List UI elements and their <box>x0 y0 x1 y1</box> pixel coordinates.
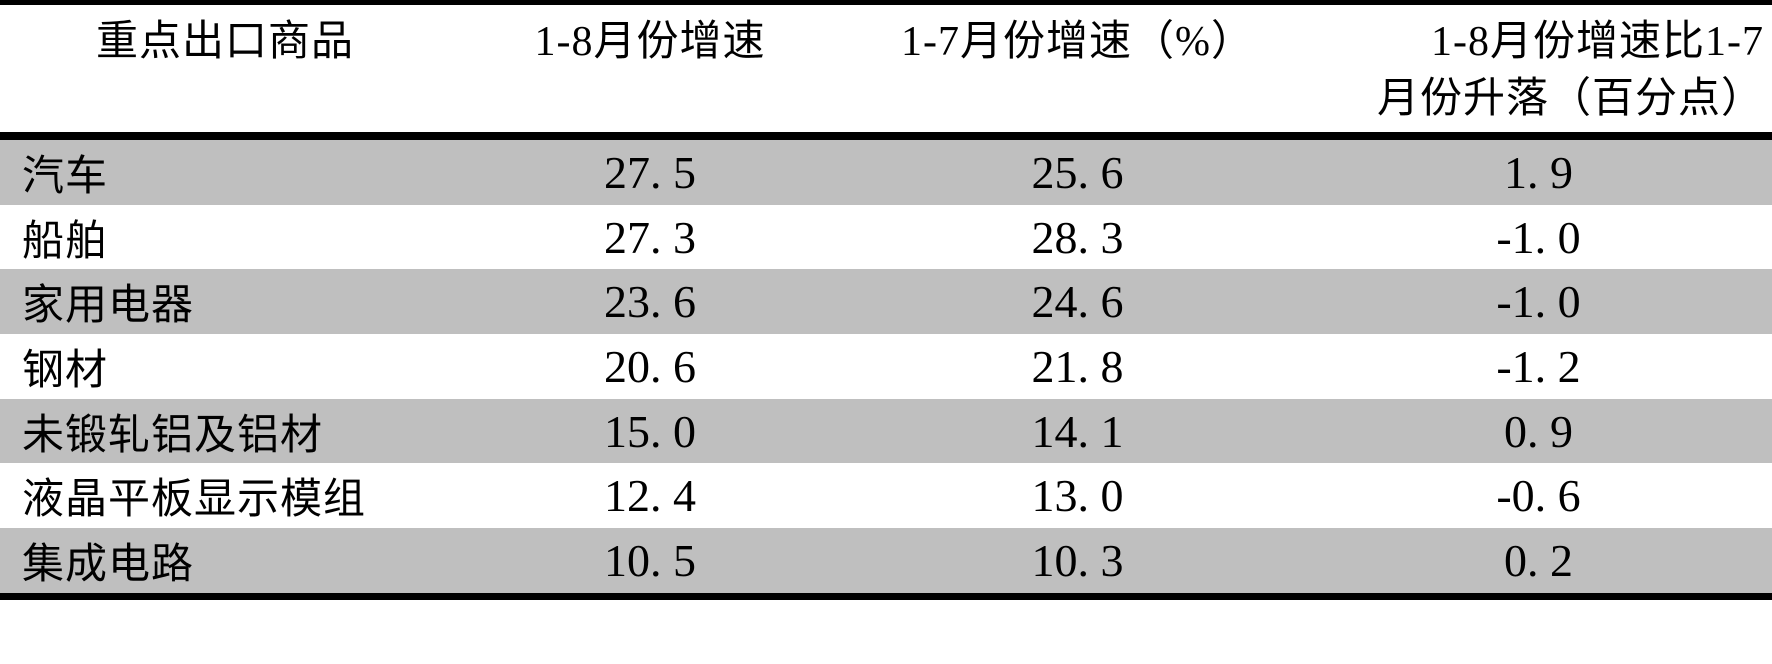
column-header-growth-jan-jul: 1-7月份增速（%） <box>901 19 1254 65</box>
value-growth-jan-jul: 28. 3 <box>1031 211 1124 263</box>
table-row-unwrought-aluminum: 未锻轧铝及铝材 15. 0 14. 1 0. 9 <box>0 398 1772 464</box>
table-row-home-appliances: 家用电器 23. 6 24. 6 -1. 0 <box>0 269 1772 335</box>
commodity-name: 汽车 <box>22 153 109 200</box>
column-header-change-line1: 1-8月份增速比1-7 <box>1431 19 1764 65</box>
value-growth-jan-aug: 27. 3 <box>604 211 696 263</box>
value-growth-jan-jul: 14. 1 <box>1031 405 1124 457</box>
value-growth-jan-aug: 23. 6 <box>604 276 696 328</box>
column-header-change: 1-8月份增速比1-7 月份升落（百分点） <box>1305 5 1772 132</box>
commodity-name: 家用电器 <box>22 283 195 330</box>
value-growth-jan-jul: 21. 8 <box>1031 340 1124 392</box>
value-growth-jan-aug: 10. 5 <box>604 534 696 586</box>
value-change: 0. 2 <box>1504 534 1573 586</box>
header-divider-line <box>0 132 1772 140</box>
value-change: -1. 0 <box>1496 276 1581 328</box>
table-row-steel: 钢材 20. 6 21. 8 -1. 2 <box>0 334 1772 399</box>
commodity-name: 钢材 <box>22 347 109 394</box>
value-change: -1. 0 <box>1496 211 1581 263</box>
value-change: -1. 2 <box>1496 340 1581 392</box>
value-growth-jan-jul: 10. 3 <box>1031 534 1124 586</box>
table-row-lcd-modules: 液晶平板显示模组 12. 4 13. 0 -0. 6 <box>0 463 1772 528</box>
table-row-automobiles: 汽车 27. 5 25. 6 1. 9 <box>0 140 1772 205</box>
value-growth-jan-aug: 27. 5 <box>604 146 696 198</box>
table-header-row: 重点出口商品 1-8月份增速 1-7月份增速（%） 1-8月份增速比1-7 月份… <box>0 5 1772 132</box>
value-growth-jan-aug: 15. 0 <box>604 405 696 457</box>
table-row-integrated-circuits: 集成电路 10. 5 10. 3 0. 2 <box>0 528 1772 593</box>
table-row-ships: 船舶 27. 3 28. 3 -1. 0 <box>0 205 1772 270</box>
value-growth-jan-aug: 20. 6 <box>604 340 696 392</box>
table-bottom-border <box>0 592 1772 600</box>
commodity-name: 集成电路 <box>22 541 195 588</box>
column-header-commodity: 重点出口商品 <box>95 19 354 65</box>
value-change: 1. 9 <box>1504 146 1573 198</box>
commodity-name: 未锻轧铝及铝材 <box>22 412 324 459</box>
value-growth-jan-jul: 24. 6 <box>1031 276 1124 328</box>
commodity-name: 船舶 <box>22 218 109 265</box>
value-growth-jan-aug: 12. 4 <box>604 470 696 522</box>
value-change: 0. 9 <box>1504 405 1573 457</box>
value-growth-jan-jul: 13. 0 <box>1031 470 1124 522</box>
commodity-name: 液晶平板显示模组 <box>22 477 367 524</box>
column-header-change-line2: 月份升落（百分点） <box>1376 76 1764 122</box>
column-header-growth-jan-aug: 1-8月份增速 <box>534 19 766 65</box>
value-change: -0. 6 <box>1496 470 1581 522</box>
value-growth-jan-jul: 25. 6 <box>1031 146 1124 198</box>
table-top-border <box>0 0 1772 5</box>
